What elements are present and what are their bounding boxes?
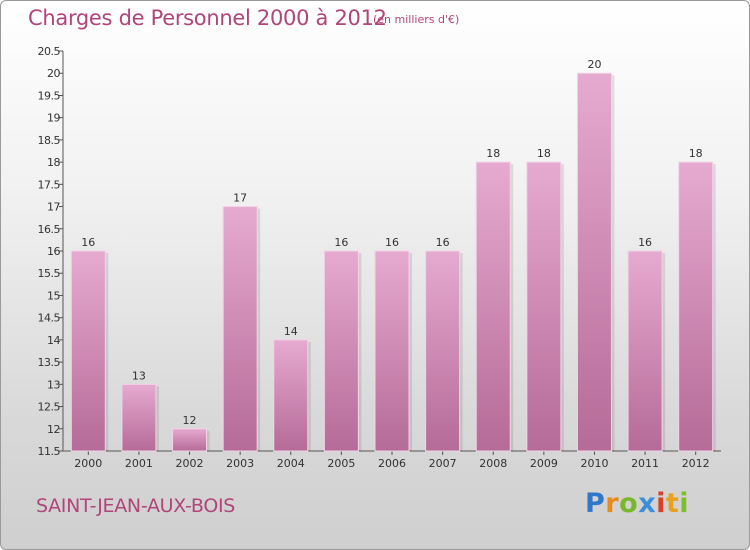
bar-value-label: 18 <box>537 147 551 160</box>
bar-value-label: 17 <box>233 192 247 205</box>
proxiti-logo[interactable]: Proxiti <box>585 488 689 519</box>
bar <box>273 339 309 452</box>
x-tick-label: 2005 <box>327 457 355 470</box>
x-tick-label: 2004 <box>277 457 305 470</box>
chart-unit: (en milliers d'€) <box>373 13 460 26</box>
x-tick-label: 2009 <box>530 457 558 470</box>
bars <box>70 72 716 452</box>
y-tick-label: 18.5 <box>38 134 61 147</box>
bar <box>526 161 562 452</box>
y-tick-label: 12.5 <box>38 401 61 414</box>
x-tick-label: 2011 <box>631 457 659 470</box>
logo-letter: t <box>665 488 680 519</box>
y-tick-label: 11.5 <box>38 445 61 458</box>
logo-letter: i <box>656 488 666 519</box>
y-tick-label: 18 <box>47 156 60 169</box>
bar <box>172 428 208 452</box>
labels: 16 2000 13 2001 12 2002 17 2003 14 2004 16 2005 16 20… <box>74 58 709 470</box>
city-name: SAINT-JEAN-AUX-BOIS <box>36 495 236 517</box>
x-tick-label: 2001 <box>125 457 153 470</box>
bar-value-label: 13 <box>132 369 146 382</box>
x-tick-label: 2007 <box>429 457 457 470</box>
y-tick-label: 13.5 <box>38 356 61 369</box>
logo-letter: x <box>638 488 657 519</box>
bar <box>222 206 258 452</box>
y-tick-label: 17 <box>47 201 60 214</box>
x-tick-label: 2003 <box>226 457 254 470</box>
axes: 11.5 12 12.5 13 13.5 14 14.5 15 15.5 16 16.5 17 17.5… <box>38 45 721 458</box>
bar-value-label: 16 <box>334 236 348 249</box>
y-tick-label: 20.5 <box>38 45 61 58</box>
bar <box>70 250 106 452</box>
bar-value-label: 12 <box>183 414 197 427</box>
logo-letter: i <box>679 488 690 519</box>
bar <box>425 250 461 452</box>
bar-value-label: 16 <box>385 236 399 249</box>
y-tick-label: 12 <box>47 423 60 436</box>
bar-value-label: 16 <box>638 236 652 249</box>
bar-value-label: 14 <box>284 325 298 338</box>
bar <box>627 250 663 452</box>
bar-value-label: 18 <box>689 147 703 160</box>
bar <box>576 72 612 452</box>
y-tick-label: 13 <box>47 378 60 391</box>
bar <box>475 161 511 452</box>
bar-value-label: 18 <box>486 147 500 160</box>
x-tick-label: 2000 <box>74 457 102 470</box>
bar <box>374 250 410 452</box>
logo-letter: o <box>619 488 639 519</box>
y-tick-label: 17.5 <box>38 178 61 191</box>
y-tick-label: 19 <box>47 112 60 125</box>
y-tick-label: 20 <box>47 67 60 80</box>
y-tick-label: 15.5 <box>38 267 61 280</box>
y-tick-label: 14 <box>47 334 60 347</box>
bar <box>678 161 714 452</box>
y-tick-label: 19.5 <box>38 89 61 102</box>
logo-letter: P <box>585 488 606 519</box>
bar <box>323 250 359 452</box>
bar-value-label: 20 <box>587 58 601 71</box>
chart-title: Charges de Personnel 2000 à 2012 <box>28 6 387 30</box>
x-tick-label: 2006 <box>378 457 406 470</box>
bar-value-label: 16 <box>436 236 450 249</box>
y-tick-label: 16 <box>47 245 60 258</box>
y-tick-label: 15 <box>47 289 60 302</box>
x-tick-label: 2010 <box>580 457 608 470</box>
x-tick-label: 2002 <box>176 457 204 470</box>
x-tick-label: 2008 <box>479 457 507 470</box>
bar <box>121 383 157 452</box>
y-tick-label: 16.5 <box>38 223 61 236</box>
x-tick-label: 2012 <box>682 457 710 470</box>
bar-value-label: 16 <box>81 236 95 249</box>
logo-letter: r <box>605 488 620 519</box>
y-tick-label: 14.5 <box>38 312 61 325</box>
